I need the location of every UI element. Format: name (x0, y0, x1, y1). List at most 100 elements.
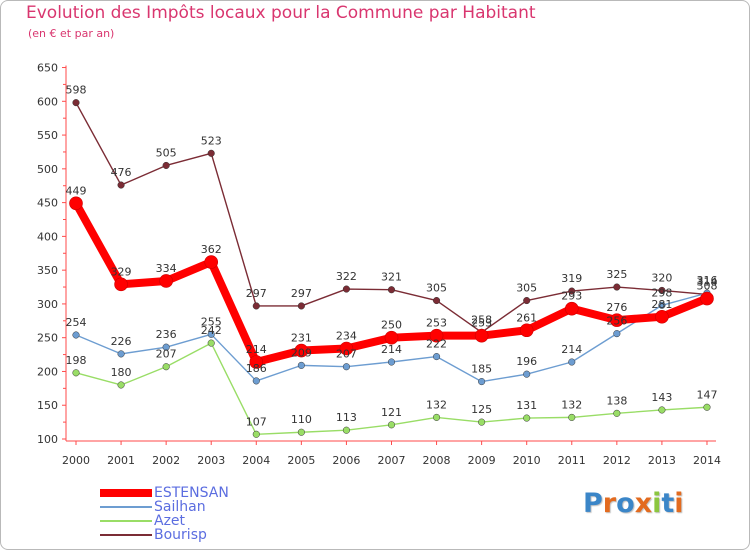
data-label-azet: 113 (336, 411, 357, 424)
data-label-sailhan: 254 (66, 316, 87, 329)
legend-swatch-azet (100, 520, 152, 522)
chart-title: Evolution des Impôts locaux pour la Comm… (26, 3, 536, 23)
data-label-sailhan: 256 (606, 315, 627, 328)
data-label-sailhan: 255 (201, 315, 222, 328)
logo-letter: r (602, 488, 617, 519)
data-label-sailhan: 214 (381, 343, 402, 356)
data-label-estensan: 334 (156, 262, 177, 275)
data-label-sailhan: 196 (516, 355, 537, 368)
x-tick-label: 2001 (107, 454, 135, 467)
data-point-bourisp (523, 296, 531, 305)
legend-swatch-sailhan (100, 506, 152, 508)
data-point-bourisp (433, 296, 441, 305)
data-point-sailhan (613, 330, 621, 338)
logo-letter: i (674, 488, 684, 519)
data-point-sailhan (162, 343, 170, 351)
legend-label-sailhan: Sailhan (154, 499, 206, 515)
data-label-estensan: 231 (291, 332, 312, 345)
data-point-azet (207, 339, 215, 347)
legend-swatch-bourisp (100, 534, 152, 536)
logo-letter: P (583, 488, 603, 519)
data-point-bourisp (162, 161, 170, 170)
data-point-sailhan (658, 301, 666, 309)
data-label-estensan: 250 (381, 319, 402, 332)
data-label-azet: 143 (651, 391, 672, 404)
x-tick-label: 2004 (242, 454, 270, 467)
x-tick-label: 2010 (513, 454, 541, 467)
data-point-bourisp (207, 149, 215, 157)
data-label-azet: 138 (606, 394, 627, 407)
data-label-estensan: 362 (201, 243, 222, 256)
data-label-bourisp: 322 (336, 270, 357, 283)
y-tick-label: 400 (37, 230, 58, 243)
data-label-azet: 180 (111, 366, 132, 379)
data-label-bourisp: 598 (66, 84, 87, 97)
data-point-azet (568, 413, 576, 421)
y-tick-label: 500 (37, 163, 58, 176)
data-point-bourisp (252, 302, 260, 310)
x-tick-label: 2013 (648, 454, 676, 467)
data-label-bourisp: 320 (651, 271, 672, 284)
data-label-estensan: 293 (561, 290, 582, 303)
data-label-bourisp: 319 (561, 272, 582, 285)
y-tick-label: 450 (37, 197, 58, 210)
data-point-sailhan (117, 350, 125, 358)
data-point-estensan (564, 301, 579, 316)
data-point-azet (297, 428, 305, 436)
data-label-estensan: 253 (426, 317, 447, 330)
series-line-bourisp (75, 101, 708, 333)
data-point-estensan (294, 343, 309, 358)
data-point-bourisp (387, 286, 396, 294)
data-label-bourisp: 258 (471, 313, 492, 326)
data-point-azet (252, 430, 260, 438)
y-tick-label: 550 (37, 129, 58, 142)
data-point-azet (72, 369, 80, 377)
data-point-bourisp (72, 99, 80, 107)
logo-letter: x (634, 488, 653, 519)
data-label-estensan: 329 (111, 265, 132, 278)
data-label-azet: 132 (426, 398, 447, 411)
data-point-estensan (429, 328, 444, 343)
x-tick-label: 2005 (287, 454, 315, 467)
data-point-bourisp (568, 287, 576, 295)
data-label-sailhan: 226 (111, 335, 132, 348)
legend-item-estensan: ESTENSAN (100, 486, 229, 500)
data-label-azet: 125 (471, 403, 492, 416)
data-label-azet: 110 (291, 413, 312, 426)
data-point-sailhan (72, 331, 80, 339)
data-point-sailhan (207, 330, 215, 338)
logo-letter: o (616, 488, 635, 519)
data-label-bourisp: 325 (606, 268, 627, 281)
data-point-azet (658, 406, 666, 414)
data-point-sailhan (297, 361, 305, 369)
data-point-azet (342, 426, 350, 434)
data-label-sailhan: 209 (291, 346, 312, 359)
legend-label-estensan: ESTENSAN (154, 485, 229, 501)
y-tick-label: 250 (37, 332, 58, 345)
data-label-azet: 242 (201, 324, 222, 337)
data-label-bourisp: 523 (201, 134, 222, 147)
data-label-estensan: 214 (246, 343, 267, 356)
data-label-bourisp: 297 (246, 287, 267, 300)
data-label-bourisp: 297 (291, 287, 312, 300)
data-label-bourisp: 314 (696, 275, 717, 288)
data-label-estensan: 308 (696, 280, 717, 293)
x-tick-label: 2009 (468, 454, 496, 467)
data-label-azet: 207 (156, 348, 177, 361)
data-label-azet: 131 (516, 399, 537, 412)
legend-item-azet: Azet (100, 514, 229, 528)
y-tick-label: 200 (37, 365, 58, 378)
data-label-sailhan: 236 (156, 328, 177, 341)
data-label-estensan: 253 (471, 317, 492, 330)
data-point-azet (523, 414, 531, 422)
logo-letter: i (652, 488, 662, 519)
y-tick-label: 350 (37, 264, 58, 277)
data-point-estensan (474, 328, 489, 343)
data-point-bourisp (658, 286, 666, 294)
data-point-estensan (610, 313, 624, 327)
data-point-estensan (69, 196, 83, 211)
data-point-bourisp (297, 302, 305, 310)
data-label-estensan: 276 (606, 301, 627, 314)
data-point-sailhan (433, 353, 441, 361)
